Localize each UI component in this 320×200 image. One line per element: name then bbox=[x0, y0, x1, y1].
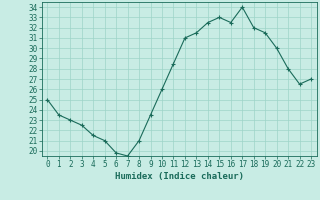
X-axis label: Humidex (Indice chaleur): Humidex (Indice chaleur) bbox=[115, 172, 244, 181]
